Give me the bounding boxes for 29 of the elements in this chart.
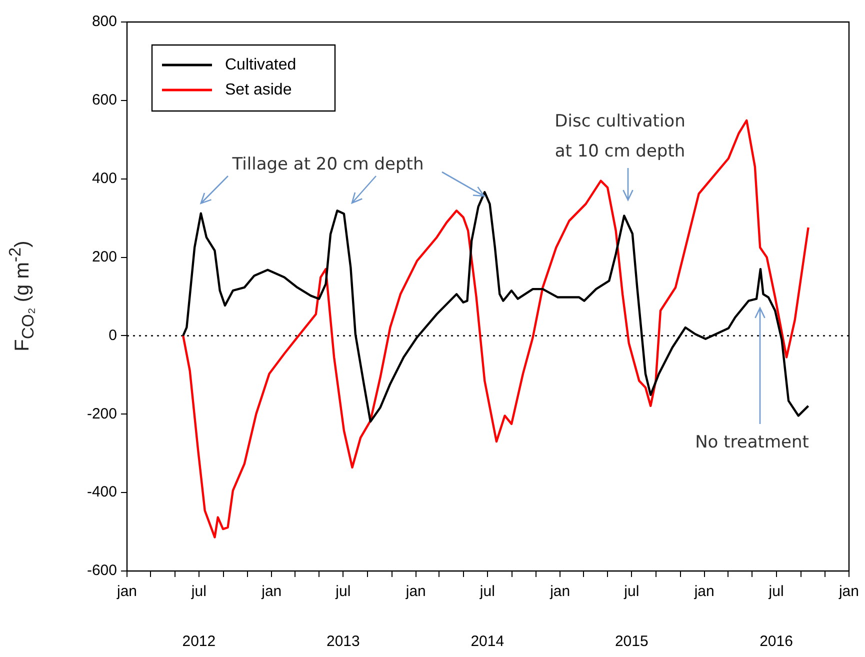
annotation: Disc cultivation at 10 cm depth (554, 111, 686, 162)
x2-tick-label: 2013 (326, 633, 360, 650)
x2-tick-label: 2016 (760, 633, 793, 650)
x-tick-label: jan (260, 583, 282, 600)
y-tick-label: -200 (86, 405, 117, 422)
x2-tick-label: 2012 (182, 633, 216, 650)
x-tick-label: jul (190, 583, 206, 600)
legend-label: Cultivated (225, 56, 296, 74)
x-tick-label: jan (404, 583, 426, 600)
y-tick-label: -600 (86, 562, 117, 580)
x2-tick-label: 2015 (614, 633, 648, 650)
y-tick-label: 600 (92, 92, 117, 109)
x-tick-label: jan (838, 583, 860, 600)
x-tick-label: jul (478, 583, 495, 600)
y-tick-label: -400 (86, 484, 117, 501)
x2-tick-label: 2014 (470, 633, 504, 650)
x-tick-label: jul (623, 583, 640, 600)
x-tick-label: jul (768, 583, 784, 600)
annotation: Tillage at 20 cm depth (231, 154, 424, 174)
x-tick-label: jan (549, 583, 570, 600)
x-tick-label: jan (693, 583, 714, 600)
y-tick-label: 800 (92, 13, 117, 30)
x-tick-label: jul (334, 583, 351, 600)
y-tick-label: 200 (92, 248, 117, 266)
legend-label: Set aside (225, 81, 292, 98)
annotation: No treatment (695, 432, 810, 452)
x-tick-label: jan (116, 583, 138, 600)
y-tick-label: 400 (92, 170, 117, 187)
y-tick-label: 0 (108, 326, 117, 344)
